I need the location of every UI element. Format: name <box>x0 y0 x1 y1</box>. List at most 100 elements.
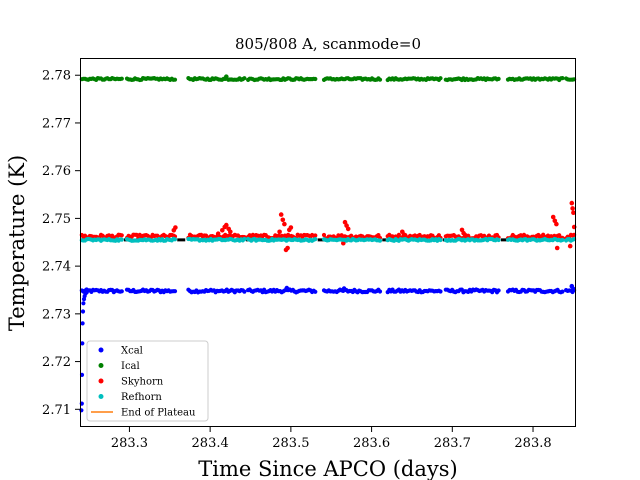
y-tick-label: 2.76 <box>42 164 71 179</box>
data-point <box>285 245 290 251</box>
x-tick-label: 283.5 <box>272 436 309 451</box>
y-axis: 2.71 2.72 2.73 2.74 2.75 2.76 2.77 2.78 <box>42 69 81 418</box>
legend-swatch <box>98 394 104 399</box>
data-point <box>571 210 576 215</box>
data-point <box>134 232 139 237</box>
chart-title: 805/808 A, scanmode=0 <box>235 35 421 53</box>
legend-label: Ical <box>121 361 140 372</box>
data-point <box>569 200 575 206</box>
y-tick-label: 2.71 <box>42 403 71 418</box>
data-point <box>554 221 559 227</box>
data-point <box>172 237 178 242</box>
data-point <box>560 237 565 243</box>
data-point <box>80 309 86 314</box>
data-point <box>496 288 501 293</box>
plot-area <box>79 74 577 413</box>
series-ical <box>79 74 577 83</box>
x-axis: 283.3 283.4 283.5 283.6 283.7 283.8 <box>111 426 552 451</box>
data-point <box>172 289 178 294</box>
legend-label: End of Plateau <box>121 408 196 419</box>
legend-label: Skyhorn <box>121 377 164 388</box>
data-point <box>377 238 383 243</box>
data-point <box>80 321 85 326</box>
data-point <box>278 212 284 217</box>
data-point <box>284 285 290 291</box>
y-tick-label: 2.72 <box>42 355 71 370</box>
legend-label: Refhorn <box>121 392 162 403</box>
data-point <box>496 76 501 81</box>
data-point <box>396 232 401 237</box>
legend-swatch <box>98 378 104 384</box>
data-point <box>570 206 575 211</box>
x-tick-label: 283.3 <box>111 436 148 451</box>
legend-item: Ical <box>98 361 140 372</box>
legend: Xcal Ical Skyhorn Refhorn End of Plateau <box>86 340 209 422</box>
data-point <box>84 290 89 295</box>
data-point <box>341 240 346 246</box>
data-point <box>119 289 124 294</box>
legend-item: Skyhorn <box>98 377 164 388</box>
x-tick-label: 283.7 <box>434 436 471 451</box>
data-point <box>80 341 85 346</box>
data-point <box>119 76 124 81</box>
data-point <box>242 289 247 294</box>
data-point <box>313 233 318 238</box>
data-point <box>438 289 443 294</box>
data-point <box>280 217 286 223</box>
data-point <box>377 77 383 82</box>
data-point <box>401 232 407 237</box>
data-point <box>242 76 247 81</box>
data-point <box>550 214 556 220</box>
data-point <box>288 225 294 230</box>
legend-item: Xcal <box>98 346 143 357</box>
y-axis-label: Temperature (K) <box>5 155 29 331</box>
x-tick-label: 283.4 <box>192 436 229 451</box>
legend-swatch <box>98 347 104 353</box>
series-refhorn <box>79 236 577 243</box>
data-point <box>242 236 247 242</box>
data-point <box>220 228 225 233</box>
data-point <box>224 74 229 79</box>
data-point <box>282 221 287 227</box>
legend-swatch <box>98 363 104 368</box>
data-point <box>173 225 178 230</box>
y-tick-label: 2.75 <box>42 212 71 227</box>
legend-item: End of Plateau <box>91 408 196 419</box>
data-point <box>277 229 282 235</box>
legend-label: Xcal <box>121 346 143 357</box>
data-point <box>81 301 86 306</box>
data-point <box>215 231 221 236</box>
y-tick-label: 2.73 <box>42 307 71 322</box>
legend-box <box>86 340 209 422</box>
y-tick-label: 2.74 <box>42 260 71 275</box>
data-point <box>377 289 383 294</box>
data-point <box>554 245 560 251</box>
y-tick-label: 2.78 <box>42 69 71 84</box>
data-point <box>462 232 468 238</box>
legend-item: Refhorn <box>98 392 162 403</box>
data-point <box>172 77 178 82</box>
data-point <box>560 289 565 294</box>
x-tick-label: 283.8 <box>514 436 551 451</box>
data-point <box>560 76 565 81</box>
data-point <box>341 286 347 291</box>
data-point <box>119 233 124 238</box>
data-point <box>345 226 351 232</box>
plot-frame <box>80 58 576 427</box>
data-point <box>228 229 233 235</box>
x-tick-label: 283.6 <box>353 436 390 451</box>
y-tick-label: 2.77 <box>42 116 71 131</box>
data-point <box>313 237 318 242</box>
data-point <box>571 286 576 292</box>
data-point <box>567 243 573 249</box>
series-xcal <box>79 283 577 413</box>
x-axis-label: Time Since APCO (days) <box>198 457 457 480</box>
data-point <box>224 222 229 228</box>
data-point <box>496 237 501 243</box>
data-point <box>137 232 142 237</box>
data-point <box>321 232 327 238</box>
data-point <box>313 76 318 82</box>
data-point <box>119 237 124 242</box>
data-point <box>223 232 228 237</box>
data-point <box>438 76 443 81</box>
